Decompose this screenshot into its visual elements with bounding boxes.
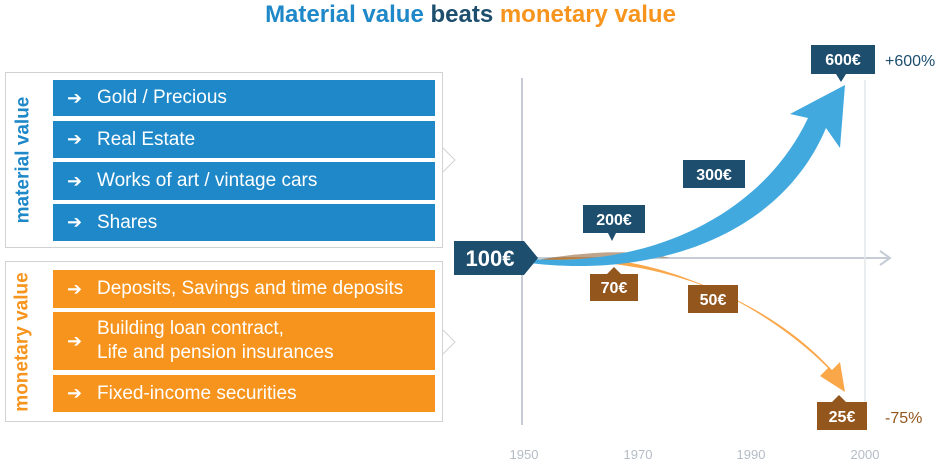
monetary-group-pointer (442, 329, 456, 355)
page-title: Material value beats monetary value (0, 0, 941, 30)
svg-text:200€: 200€ (596, 212, 632, 229)
material-group-pointer (442, 147, 456, 173)
monetary-point-label: 25€ (817, 395, 867, 430)
svg-text:50€: 50€ (700, 292, 727, 309)
monetary-item-label: Fixed-income securities (97, 382, 297, 404)
svg-text:25€: 25€ (829, 409, 856, 426)
arrow-right-icon: ➔ (67, 212, 83, 232)
material-item-label: Shares (97, 211, 158, 233)
monetary-trend-arrow (525, 257, 845, 392)
arrow-right-icon: ➔ (67, 170, 83, 191)
monetary-item-insurances: ➔ Building loan contract, Life and pensi… (53, 312, 435, 370)
material-item-real-estate: ➔ Real Estate (53, 121, 435, 158)
monetary-point-label: 70€ (590, 267, 638, 301)
material-point-label: 600€ (811, 45, 875, 82)
arrow-right-icon: ➔ (67, 383, 83, 403)
x-tick-label: 1970 (624, 447, 653, 462)
x-tick-label: 1990 (737, 447, 766, 462)
monetary-item-securities: ➔ Fixed-income securities (53, 375, 435, 412)
monetary-item-label: Deposits, Savings and time deposits (97, 278, 404, 299)
material-point-label: 200€ (583, 205, 645, 241)
monetary-point-label: 50€ (688, 285, 738, 313)
monetary-item-deposits: ➔ Deposits, Savings and time deposits (53, 270, 435, 308)
monetary-change-label: -75% (885, 410, 922, 427)
monetary-item-label: Building loan contract, Life and pension… (97, 318, 334, 363)
title-monetary-value: monetary value (499, 1, 676, 28)
title-beats: beats (423, 1, 500, 28)
svg-text:300€: 300€ (696, 167, 732, 184)
start-value-label: 100€ (454, 241, 538, 275)
material-item-shares: ➔ Shares (53, 204, 435, 241)
x-axis-arrowhead (879, 250, 892, 266)
material-item-art-cars: ➔ Works of art / vintage cars (53, 162, 435, 200)
material-item-label: Gold / Precious (97, 87, 227, 108)
material-item-gold: ➔ Gold / Precious (53, 80, 435, 116)
material-item-label: Real Estate (97, 128, 196, 150)
arrow-right-icon: ➔ (67, 330, 83, 351)
title-material-value: Material value (265, 1, 424, 28)
arrow-right-icon: ➔ (67, 129, 83, 149)
material-trend-arrow (522, 85, 845, 267)
svg-text:70€: 70€ (601, 280, 628, 297)
x-tick-label: 2000 (851, 447, 880, 462)
arrow-right-icon: ➔ (67, 278, 83, 299)
svg-text:600€: 600€ (825, 52, 861, 69)
material-point-label: 300€ (683, 160, 745, 188)
x-tick-label: 1950 (510, 447, 539, 462)
material-change-label: +600% (885, 53, 935, 70)
start-value-text: 100€ (466, 246, 515, 271)
arrow-right-icon: ➔ (67, 87, 83, 108)
material-item-label: Works of art / vintage cars (97, 170, 318, 191)
